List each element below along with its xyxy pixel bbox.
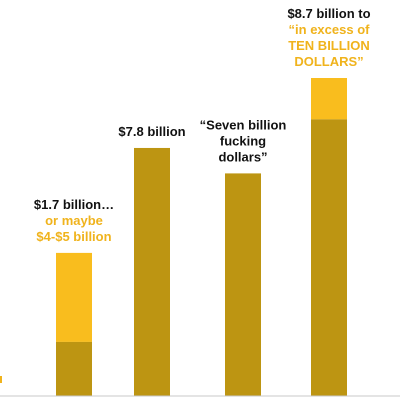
bar-3-label-line-1: “Seven billion <box>200 117 287 132</box>
bar-1-label-line-3: $4-$5 billion <box>36 229 111 244</box>
bar-4-label-line-1: $8.7 billion to <box>287 6 370 21</box>
bar-3-label-line-2: fucking <box>220 133 266 148</box>
bar-3-label-line-3: dollars” <box>218 149 267 164</box>
labels-group: $1.7 billion…or maybe$4-$5 billion $7.8 b… <box>34 6 371 244</box>
bar-2-base <box>134 147 170 396</box>
bar-3-base <box>225 173 261 396</box>
bars-group <box>56 78 347 396</box>
bar-2-label-line-1: $7.8 billion <box>118 124 185 139</box>
bar-4-base <box>311 119 347 396</box>
bar-1-base <box>56 341 92 396</box>
bar-4-label-line-4: DOLLARS” <box>294 54 363 69</box>
bar-4-upper-estimate <box>311 78 347 120</box>
left-edge-tick <box>0 376 2 383</box>
bar-4-label-line-2: “in excess of <box>289 22 371 37</box>
bar-1-upper-estimate <box>56 252 92 342</box>
bar-1-label-line-2: or maybe <box>45 213 103 228</box>
bar-4-label-line-3: TEN BILLION <box>288 38 370 53</box>
bar-1-label-line-1: $1.7 billion… <box>34 197 114 212</box>
